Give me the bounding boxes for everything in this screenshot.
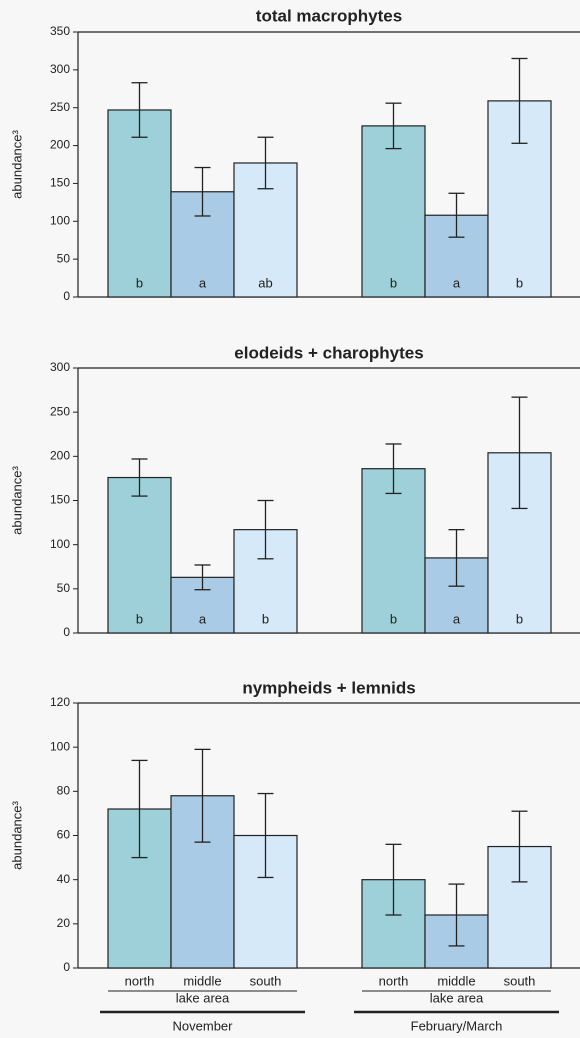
y-tick-label: 200 <box>50 449 70 463</box>
y-tick-label: 50 <box>57 581 71 595</box>
chart-title: total macrophytes <box>256 6 402 25</box>
error-bar <box>131 458 148 497</box>
error-bar <box>131 82 148 138</box>
y-tick-label: 40 <box>57 872 71 886</box>
x-axis-label: lake area <box>430 990 484 1005</box>
error-bar <box>511 396 528 510</box>
error-bar <box>194 166 211 217</box>
significance-letter: b <box>390 611 397 626</box>
bar <box>361 468 426 634</box>
y-tick-label: 350 <box>50 24 70 38</box>
x-tick-label: middle <box>437 973 475 988</box>
y-tick-label: 150 <box>50 493 70 507</box>
significance-letter: b <box>516 275 523 290</box>
significance-letter: a <box>453 611 461 626</box>
y-tick-label: 60 <box>57 828 71 842</box>
error-bar <box>257 499 274 560</box>
x-tick-label: north <box>379 973 409 988</box>
significance-letter: b <box>136 611 143 626</box>
y-axis-label: abundance³ <box>9 465 24 534</box>
chart-title: nympheids + lemnids <box>242 678 415 697</box>
bar <box>361 125 426 298</box>
y-axis-label: abundance³ <box>9 129 24 198</box>
error-bar <box>257 136 274 190</box>
error-bar <box>511 810 528 883</box>
error-bar <box>385 443 402 495</box>
y-tick-label: 100 <box>50 537 70 551</box>
y-tick-label: 100 <box>50 213 70 227</box>
error-bar <box>194 748 211 843</box>
y-tick-label: 250 <box>50 404 70 418</box>
bar <box>107 476 172 634</box>
significance-letter: b <box>262 611 269 626</box>
category-label: February/March <box>411 1018 503 1033</box>
x-axis-label: lake area <box>176 990 230 1005</box>
significance-letter: b <box>516 611 523 626</box>
significance-letter: a <box>453 275 461 290</box>
x-tick-label: south <box>250 973 282 988</box>
error-bar <box>448 529 465 587</box>
significance-letter: ab <box>258 275 272 290</box>
y-tick-label: 20 <box>57 916 71 930</box>
error-bar <box>448 883 465 947</box>
bar <box>107 109 172 298</box>
significance-letter: a <box>199 611 207 626</box>
significance-letter: b <box>136 275 143 290</box>
category-label: November <box>173 1018 234 1033</box>
y-tick-label: 80 <box>57 784 71 798</box>
error-bar <box>511 57 528 144</box>
y-tick-label: 300 <box>50 62 70 76</box>
y-tick-label: 100 <box>50 739 70 753</box>
x-tick-label: middle <box>183 973 221 988</box>
y-tick-label: 300 <box>50 360 70 374</box>
y-tick-label: 150 <box>50 176 70 190</box>
y-tick-label: 120 <box>50 695 70 709</box>
error-bar <box>257 792 274 879</box>
y-tick-label: 0 <box>63 960 70 974</box>
error-bar <box>385 102 402 150</box>
error-bar <box>385 843 402 916</box>
y-tick-label: 250 <box>50 100 70 114</box>
y-tick-label: 0 <box>63 625 70 639</box>
y-tick-label: 0 <box>63 289 70 303</box>
chart-title: elodeids + charophytes <box>234 343 423 362</box>
y-tick-label: 200 <box>50 138 70 152</box>
y-axis-label: abundance³ <box>9 800 24 869</box>
error-bar <box>448 192 465 238</box>
error-bar <box>194 564 211 591</box>
significance-letter: a <box>199 275 207 290</box>
y-tick-label: 50 <box>57 251 71 265</box>
significance-letter: b <box>390 275 397 290</box>
x-tick-label: north <box>125 973 155 988</box>
x-tick-label: south <box>504 973 536 988</box>
error-bar <box>131 759 148 859</box>
